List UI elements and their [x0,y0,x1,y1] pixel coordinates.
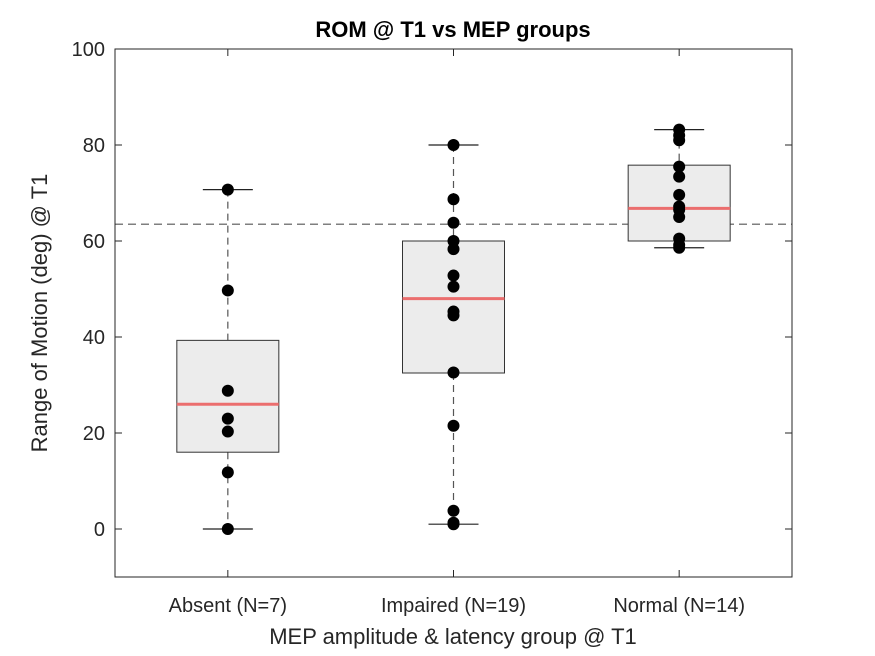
data-point [447,139,460,151]
data-point [221,384,234,397]
data-point [447,216,460,229]
box-group [402,139,505,531]
data-point [221,523,234,535]
y-tick-label: 20 [83,423,105,445]
data-point [447,269,460,282]
x-tick-label: Impaired (N=19) [381,595,526,617]
data-point [673,160,686,173]
data-point [673,123,686,136]
data-point [221,412,234,425]
ticks-layer: 0 20 40 60 80 100 Absent (N=7) Impaired (N=19) N… [72,39,792,617]
y-axis-label: Range of Motion (deg) @ T1 [27,174,52,453]
data-point [447,504,460,517]
data-point [447,419,460,432]
y-tick-label: 40 [83,327,105,349]
y-tick-label: 80 [83,135,105,157]
data-point [673,188,686,201]
plot-frame [114,48,793,578]
data-point [447,366,460,379]
data-point [447,280,460,293]
data-point [673,232,686,245]
x-axis-label: MEP amplitude & latency group @ T1 [269,624,637,649]
data-point [447,516,460,529]
data-point [673,170,686,183]
box-group [627,123,731,254]
data-point [221,425,234,438]
box-group [176,183,280,535]
data-point [447,305,460,318]
y-tick-label: 100 [72,39,105,61]
data-point [673,200,686,213]
data-point [221,284,234,297]
data-point [447,193,460,206]
data-point [221,466,234,479]
x-tick-label: Normal (N=14) [613,595,745,617]
chart-title: ROM @ T1 vs MEP groups [315,17,590,42]
y-tick-label: 60 [83,231,105,253]
data-point [221,183,234,196]
data-point [447,235,460,247]
boxes-layer [176,123,731,535]
x-tick-label: Absent (N=7) [169,595,287,617]
y-tick-label: 0 [94,519,105,541]
